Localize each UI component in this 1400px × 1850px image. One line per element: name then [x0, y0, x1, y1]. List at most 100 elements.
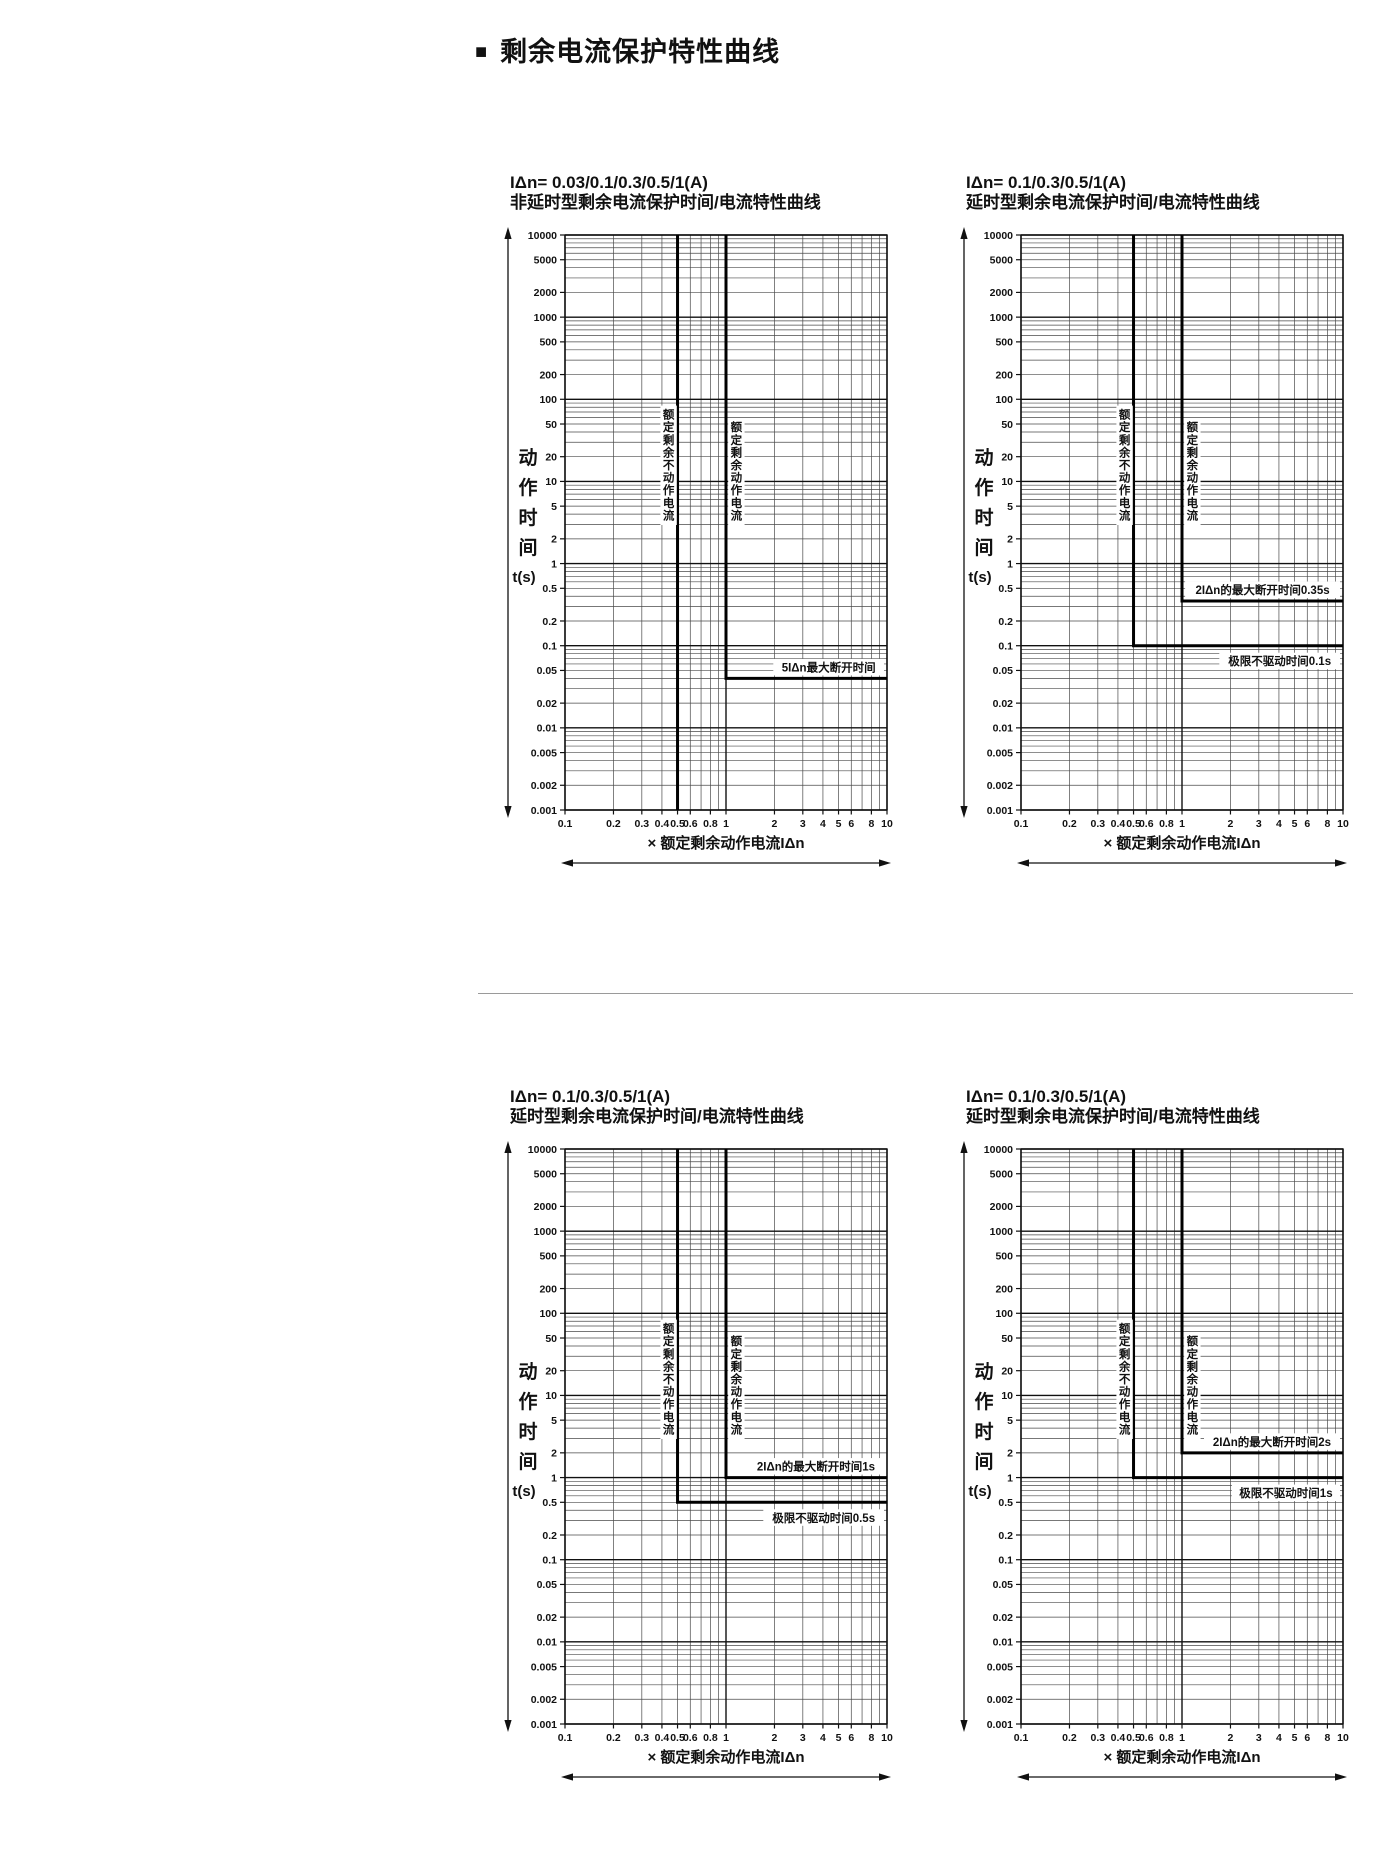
tick-labels: 100005000200010005002001005020105210.50.…	[984, 1144, 1349, 1744]
svg-text:流: 流	[663, 508, 675, 522]
y-tick-label: 20	[545, 1366, 557, 1378]
x-axis-arrow	[561, 859, 891, 867]
svg-text:不: 不	[1119, 1373, 1131, 1386]
y-axis-unit: t(s)	[968, 1483, 991, 1500]
svg-text:动: 动	[974, 1361, 993, 1383]
svg-text:剩: 剩	[663, 433, 675, 447]
svg-text:额: 额	[1187, 1334, 1199, 1348]
y-tick-label: 0.02	[537, 1612, 558, 1624]
svg-text:电: 电	[731, 1410, 743, 1424]
y-tick-label: 200	[995, 369, 1013, 381]
x-tick-label: 3	[800, 818, 806, 830]
y-tick-label: 10000	[984, 1144, 1013, 1156]
annotation-limit-non-actuating: 极限不驱动时间1s	[1231, 1484, 1340, 1502]
svg-text:不: 不	[663, 1373, 675, 1386]
svg-text:动: 动	[731, 1385, 743, 1399]
svg-text:定: 定	[1119, 420, 1131, 434]
y-tick-label: 100	[995, 1308, 1013, 1320]
svg-text:动: 动	[731, 471, 743, 485]
x-tick-label: 3	[1256, 818, 1262, 830]
chart-title-line1: IΔn= 0.1/0.3/0.5/1(A)	[510, 1087, 671, 1106]
y-tick-label: 100	[539, 1308, 557, 1320]
y-tick-label: 10	[545, 476, 557, 488]
chart-title-line2: 延时型剩余电流保护时间/电流特性曲线	[510, 1107, 804, 1126]
x-tick-label: 0.5	[670, 1732, 685, 1744]
x-tick-label: 10	[881, 1732, 893, 1744]
svg-text:作: 作	[518, 476, 537, 499]
y-tick-label: 0.005	[987, 747, 1013, 759]
x-tick-label: 2	[772, 1732, 778, 1744]
y-tick-label: 100	[995, 394, 1013, 406]
x-tick-label: 0.8	[703, 818, 718, 830]
svg-text:流: 流	[1187, 1422, 1199, 1436]
svg-text:剩: 剩	[663, 1347, 675, 1361]
chart-plot-nondelay: 100005000200010005002001005020105210.50.…	[504, 227, 893, 867]
x-tick-label: 4	[1276, 818, 1282, 830]
svg-text:额: 额	[1187, 420, 1199, 434]
curve-2	[724, 235, 887, 680]
y-tick-label: 200	[539, 1283, 557, 1295]
x-tick-label: 0.6	[1139, 1732, 1154, 1744]
y-tick-label: 5	[1007, 1415, 1013, 1427]
svg-text:剩: 剩	[1119, 433, 1131, 447]
svg-text:时: 时	[974, 507, 993, 529]
chart-title: IΔn= 0.03/0.1/0.3/0.5/1(A) 非延时型剩余电流保护时间/…	[510, 173, 821, 213]
y-tick-label: 5	[1007, 501, 1013, 513]
y-tick-label: 0.1	[542, 1555, 557, 1567]
svg-text:定: 定	[663, 1334, 675, 1348]
y-axis-arrow	[504, 1141, 512, 1732]
y-tick-label: 2	[551, 1448, 557, 1460]
chart-title: IΔn= 0.1/0.3/0.5/1(A) 延时型剩余电流保护时间/电流特性曲线	[966, 1087, 1260, 1127]
y-tick-label: 0.02	[537, 698, 558, 710]
x-axis-title: × 额定剩余动作电流IΔn	[1103, 834, 1260, 852]
y-tick-label: 0.005	[531, 747, 557, 759]
x-axis-title: × 额定剩余动作电流IΔn	[647, 1748, 804, 1766]
x-tick-label: 0.5	[1126, 818, 1141, 830]
x-axis-arrow	[1017, 1773, 1347, 1781]
chart-title: IΔn= 0.1/0.3/0.5/1(A) 延时型剩余电流保护时间/电流特性曲线	[510, 1087, 804, 1127]
svg-text:动: 动	[518, 447, 537, 469]
chart-title-line2: 延时型剩余电流保护时间/电流特性曲线	[966, 193, 1260, 212]
y-tick-label: 500	[539, 1251, 557, 1263]
x-axis-arrow	[561, 1773, 891, 1781]
svg-text:作: 作	[663, 1397, 675, 1411]
x-tick-label: 0.1	[1014, 818, 1029, 830]
x-axis-title: × 额定剩余动作电流IΔn	[1103, 1748, 1260, 1766]
tick-labels: 100005000200010005002001005020105210.50.…	[528, 230, 893, 830]
x-tick-label: 0.4	[1111, 1732, 1126, 1744]
svg-text:剩: 剩	[731, 445, 743, 459]
svg-text:余: 余	[1186, 1372, 1199, 1386]
svg-text:间: 间	[974, 1451, 993, 1473]
svg-text:动: 动	[663, 1385, 675, 1399]
y-tick-label: 1000	[990, 312, 1014, 324]
y-tick-label: 5000	[990, 255, 1014, 267]
x-tick-label: 5	[836, 1732, 842, 1744]
x-tick-label: 2	[1228, 818, 1234, 830]
y-tick-label: 500	[995, 337, 1013, 349]
svg-text:定: 定	[1119, 1334, 1131, 1348]
svg-text:剩: 剩	[1187, 445, 1199, 459]
annotation-max-break-time: 5IΔn最大断开时间	[773, 658, 884, 676]
y-tick-label: 1	[1007, 1472, 1013, 1484]
x-tick-label: 0.6	[683, 1732, 698, 1744]
y-tick-label: 0.5	[998, 583, 1013, 595]
svg-text:余: 余	[1118, 1359, 1131, 1373]
y-tick-label: 0.2	[542, 616, 557, 628]
svg-text:极限不驱动时间0.5s: 极限不驱动时间0.5s	[772, 1511, 875, 1525]
svg-text:余: 余	[730, 458, 743, 472]
y-tick-label: 50	[1001, 1333, 1013, 1345]
page-title: ■ 剩余电流保护特性曲线	[475, 30, 780, 69]
svg-text:作: 作	[663, 483, 675, 497]
grid	[564, 234, 888, 811]
svg-text:定: 定	[1187, 1347, 1199, 1361]
svg-text:极限不驱动时间0.1s: 极限不驱动时间0.1s	[1228, 654, 1331, 668]
x-tick-label: 1	[1179, 1732, 1185, 1744]
page-title-text: 剩余电流保护特性曲线	[500, 37, 781, 67]
svg-text:定: 定	[731, 1347, 743, 1361]
y-tick-label: 0.1	[998, 1555, 1013, 1567]
curve-2	[1180, 1149, 1343, 1455]
svg-text:流: 流	[731, 508, 743, 522]
tick-labels: 100005000200010005002001005020105210.50.…	[528, 1144, 893, 1744]
